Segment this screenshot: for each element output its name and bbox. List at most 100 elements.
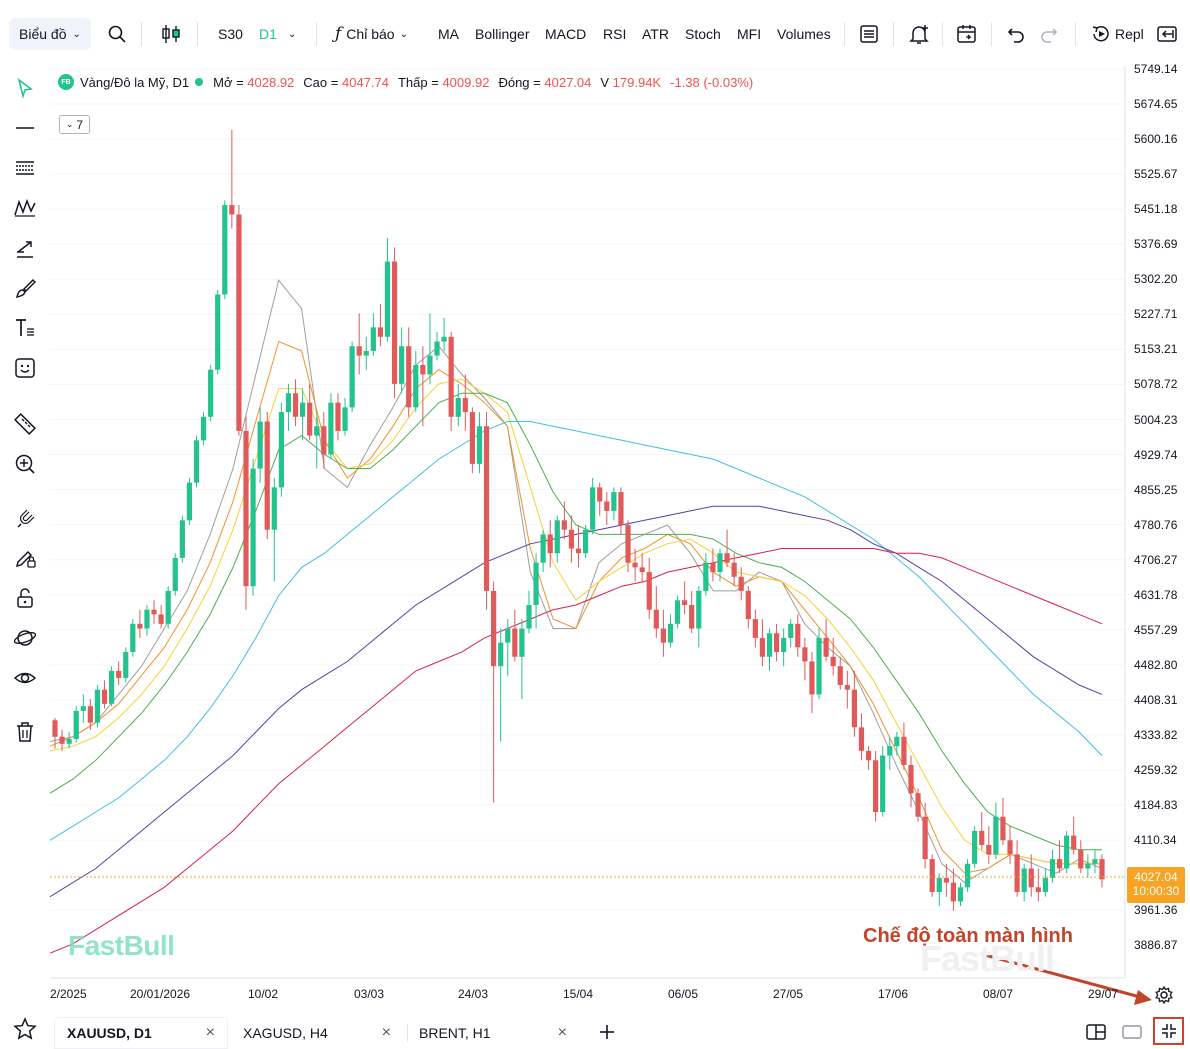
indicators-collapse-toggle[interactable]: ⌄ 7	[59, 115, 90, 134]
zoom-tool[interactable]	[9, 448, 41, 480]
magnet-tool[interactable]	[9, 502, 41, 534]
trend-line-tool[interactable]	[9, 112, 41, 144]
candle-body	[738, 576, 744, 591]
candle-body	[73, 710, 79, 740]
chart-type-dropdown[interactable]: Biểu đồ ⌄	[9, 18, 91, 50]
close-icon[interactable]: ×	[381, 1024, 391, 1041]
interval-s30[interactable]: S30	[218, 18, 243, 50]
hide-drawings-tool[interactable]	[9, 622, 41, 654]
visibility-tool[interactable]	[9, 662, 41, 694]
candle-body	[215, 294, 221, 370]
lock-all-tool[interactable]	[9, 582, 41, 614]
redo-button[interactable]	[1039, 18, 1059, 50]
candle-body	[158, 614, 164, 624]
cursor-tool[interactable]	[9, 72, 41, 104]
candle-body	[271, 487, 277, 530]
indicator-atr[interactable]: ATR	[642, 18, 669, 50]
compare-symbol-button[interactable]	[160, 18, 182, 50]
tab-xauusd[interactable]: XAUUSD, D1 ×	[55, 1018, 227, 1048]
tab-brent[interactable]: BRENT, H1 ×	[407, 1018, 579, 1048]
candle-body	[604, 501, 610, 511]
indicator-mfi[interactable]: MFI	[737, 18, 761, 50]
candle-body	[356, 346, 362, 356]
indicator-ma[interactable]: MA	[438, 18, 459, 50]
indicator-bollinger[interactable]: Bollinger	[475, 18, 529, 50]
price-tick-label: 5600.16	[1134, 132, 1178, 147]
close-icon[interactable]: ×	[205, 1024, 215, 1041]
fib-tool[interactable]	[9, 152, 41, 184]
candle-body	[130, 623, 136, 653]
candle-body	[802, 647, 808, 662]
price-tick-label: 4408.31	[1134, 692, 1178, 707]
chart-settings-button[interactable]	[1154, 985, 1174, 1005]
indicator-macd[interactable]: MACD	[545, 18, 586, 50]
price-tick-label: 4780.76	[1134, 517, 1178, 532]
text-icon	[16, 319, 34, 336]
favorites-button[interactable]	[13, 1017, 37, 1046]
layout-button[interactable]	[1085, 1022, 1107, 1042]
candle-body	[929, 859, 935, 893]
close-icon[interactable]: ×	[557, 1024, 567, 1041]
ruler-tool[interactable]	[9, 408, 41, 440]
symbol-name[interactable]: Vàng/Đô la Mỹ, D1	[80, 74, 190, 90]
candle-body	[476, 426, 483, 464]
candle-body	[646, 572, 652, 610]
candle-body	[1099, 859, 1105, 880]
projection-tool[interactable]	[9, 232, 41, 264]
interval-dropdown[interactable]: ⌄	[288, 18, 296, 50]
indicator-rsi[interactable]: RSI	[603, 18, 626, 50]
text-tool[interactable]	[9, 312, 41, 344]
indicator-stoch[interactable]: Stoch	[685, 18, 721, 50]
tab-xagusd[interactable]: XAGUSD, H4 ×	[231, 1018, 403, 1048]
price-tick-label: 5153.21	[1134, 342, 1178, 357]
candle-body	[639, 567, 645, 573]
candle-body	[682, 600, 688, 606]
high-label: Cao =	[303, 74, 339, 90]
candle-body	[1021, 868, 1027, 893]
emoji-tool[interactable]	[9, 352, 41, 384]
candle-body	[936, 877, 942, 893]
candle-body	[264, 421, 270, 530]
candle-body	[469, 412, 475, 464]
exit-panel-button[interactable]	[1156, 18, 1178, 50]
window-icon	[1122, 1025, 1142, 1039]
replay-button[interactable]: Repl	[1090, 18, 1144, 50]
indicator-label: Stoch	[685, 26, 721, 42]
candle-body	[950, 882, 957, 902]
indicators-button[interactable]: ƒ Chỉ báo ⌄	[335, 18, 408, 50]
price-tick-label: 5227.71	[1134, 307, 1178, 322]
replay-icon	[1092, 26, 1109, 42]
pattern-tool[interactable]	[9, 192, 41, 224]
candle-body	[660, 628, 666, 643]
candle-body	[717, 553, 723, 573]
lock-drawing-mode[interactable]	[9, 542, 41, 574]
candle-body	[314, 426, 320, 436]
candle-body	[236, 214, 242, 431]
templates-button[interactable]	[859, 18, 879, 50]
candle-body	[172, 557, 178, 591]
undo-button[interactable]	[1006, 18, 1026, 50]
candle-body	[285, 393, 292, 413]
fastbull-watermark: FastBull	[920, 938, 1055, 979]
interval-d1[interactable]: D1	[259, 18, 277, 50]
search-button[interactable]	[107, 18, 127, 50]
brush-tool[interactable]	[9, 272, 41, 304]
cursor-icon	[17, 78, 33, 99]
single-chart-button[interactable]	[1121, 1022, 1143, 1042]
price-tick-label: 5078.72	[1134, 377, 1178, 392]
alert-button[interactable]	[908, 18, 930, 50]
ohlc-legend: FB Vàng/Đô la Mỹ, D1 Mở = 4028.92 Cao = …	[58, 72, 762, 92]
date-tick-label: 17/06	[878, 987, 909, 1001]
date-tick-label: 08/07	[983, 987, 1014, 1001]
candle-body	[908, 764, 914, 794]
calendar-button[interactable]	[956, 18, 978, 50]
candle-body	[342, 407, 348, 431]
candle-body	[618, 492, 624, 526]
add-tab-button[interactable]	[597, 1022, 617, 1042]
candle-body	[766, 633, 773, 657]
delete-drawings-tool[interactable]	[9, 716, 41, 748]
indicator-volumes[interactable]: Volumes	[777, 18, 831, 50]
fullscreen-button[interactable]	[1153, 1017, 1184, 1045]
current-price-tag: 4027.04 10:00:30	[1127, 867, 1185, 903]
